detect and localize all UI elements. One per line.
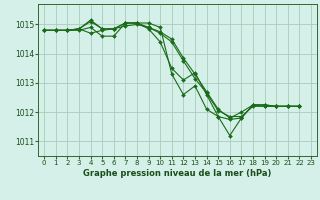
X-axis label: Graphe pression niveau de la mer (hPa): Graphe pression niveau de la mer (hPa) (84, 169, 272, 178)
